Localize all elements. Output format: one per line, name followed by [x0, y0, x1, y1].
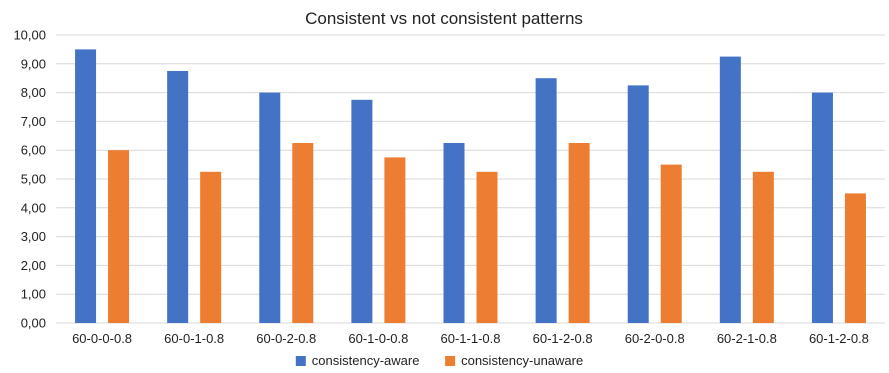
- x-tick-label: 60-1-2-0.8: [809, 331, 869, 346]
- bar-consistency-unaware-8: [844, 193, 866, 323]
- bar-consistency-unaware-4: [476, 171, 498, 323]
- chart-title: Consistent vs not consistent patterns: [305, 9, 583, 28]
- x-tick-label: 60-0-2-0.8: [256, 331, 316, 346]
- y-tick-label: 10,00: [13, 28, 46, 43]
- gridlines: [56, 34, 885, 324]
- bar-consistency-aware-8: [811, 92, 833, 323]
- bar-consistency-unaware-6: [660, 164, 682, 323]
- legend-swatch-consistency-aware: [295, 356, 306, 366]
- y-tick-label: 6,00: [21, 143, 46, 158]
- y-tick-label: 9,00: [21, 56, 46, 71]
- bar-consistency-unaware-3: [384, 157, 406, 323]
- bar-consistency-aware-7: [719, 56, 741, 323]
- bar-consistency-aware-2: [259, 92, 281, 323]
- y-tick-label: 7,00: [21, 114, 46, 129]
- x-tick-label: 60-0-0-0.8: [72, 331, 132, 346]
- bar-consistency-unaware-7: [752, 171, 774, 323]
- legend-swatch-consistency-unaware: [445, 356, 456, 366]
- y-tick-label: 8,00: [21, 85, 46, 100]
- x-tick-label: 60-2-1-0.8: [717, 331, 777, 346]
- bar-consistency-aware-0: [75, 49, 97, 324]
- bar-consistency-aware-5: [535, 78, 557, 323]
- legend-label: consistency-aware: [312, 353, 420, 368]
- x-tick-label: 60-1-2-0.8: [533, 331, 593, 346]
- x-tick-label: 60-1-0-0.8: [348, 331, 408, 346]
- x-tick-label: 60-2-0-0.8: [625, 331, 685, 346]
- y-tick-label: 2,00: [21, 258, 46, 273]
- y-tick-label: 4,00: [21, 200, 46, 215]
- bar-consistency-aware-4: [443, 143, 465, 323]
- bar-consistency-unaware-0: [108, 150, 130, 323]
- x-axis-ticks: 60-0-0-0.8 60-0-1-0.8 60-0-2-0.8 60-1-0-0.8…: [72, 331, 869, 346]
- y-axis-ticks: 0,00 1,00 2,00 3,00 4,00 5,00 6,00 7,00 8,00 9,00…: [13, 28, 46, 331]
- legend: consistency-aware consistency-unaware: [295, 353, 583, 368]
- x-tick-label: 60-0-1-0.8: [164, 331, 224, 346]
- bar-consistency-unaware-1: [200, 171, 222, 323]
- bars: [75, 49, 866, 324]
- y-tick-label: 0,00: [21, 316, 46, 331]
- bar-consistency-unaware-5: [568, 143, 590, 323]
- y-tick-label: 3,00: [21, 229, 46, 244]
- bar-consistency-aware-1: [167, 71, 189, 323]
- y-tick-label: 1,00: [21, 287, 46, 302]
- x-tick-label: 60-1-1-0.8: [441, 331, 501, 346]
- bar-consistency-aware-3: [351, 99, 373, 323]
- bar-consistency-unaware-2: [292, 143, 314, 323]
- bar-consistency-aware-6: [627, 85, 649, 324]
- legend-label: consistency-unaware: [461, 353, 583, 368]
- y-tick-label: 5,00: [21, 172, 46, 187]
